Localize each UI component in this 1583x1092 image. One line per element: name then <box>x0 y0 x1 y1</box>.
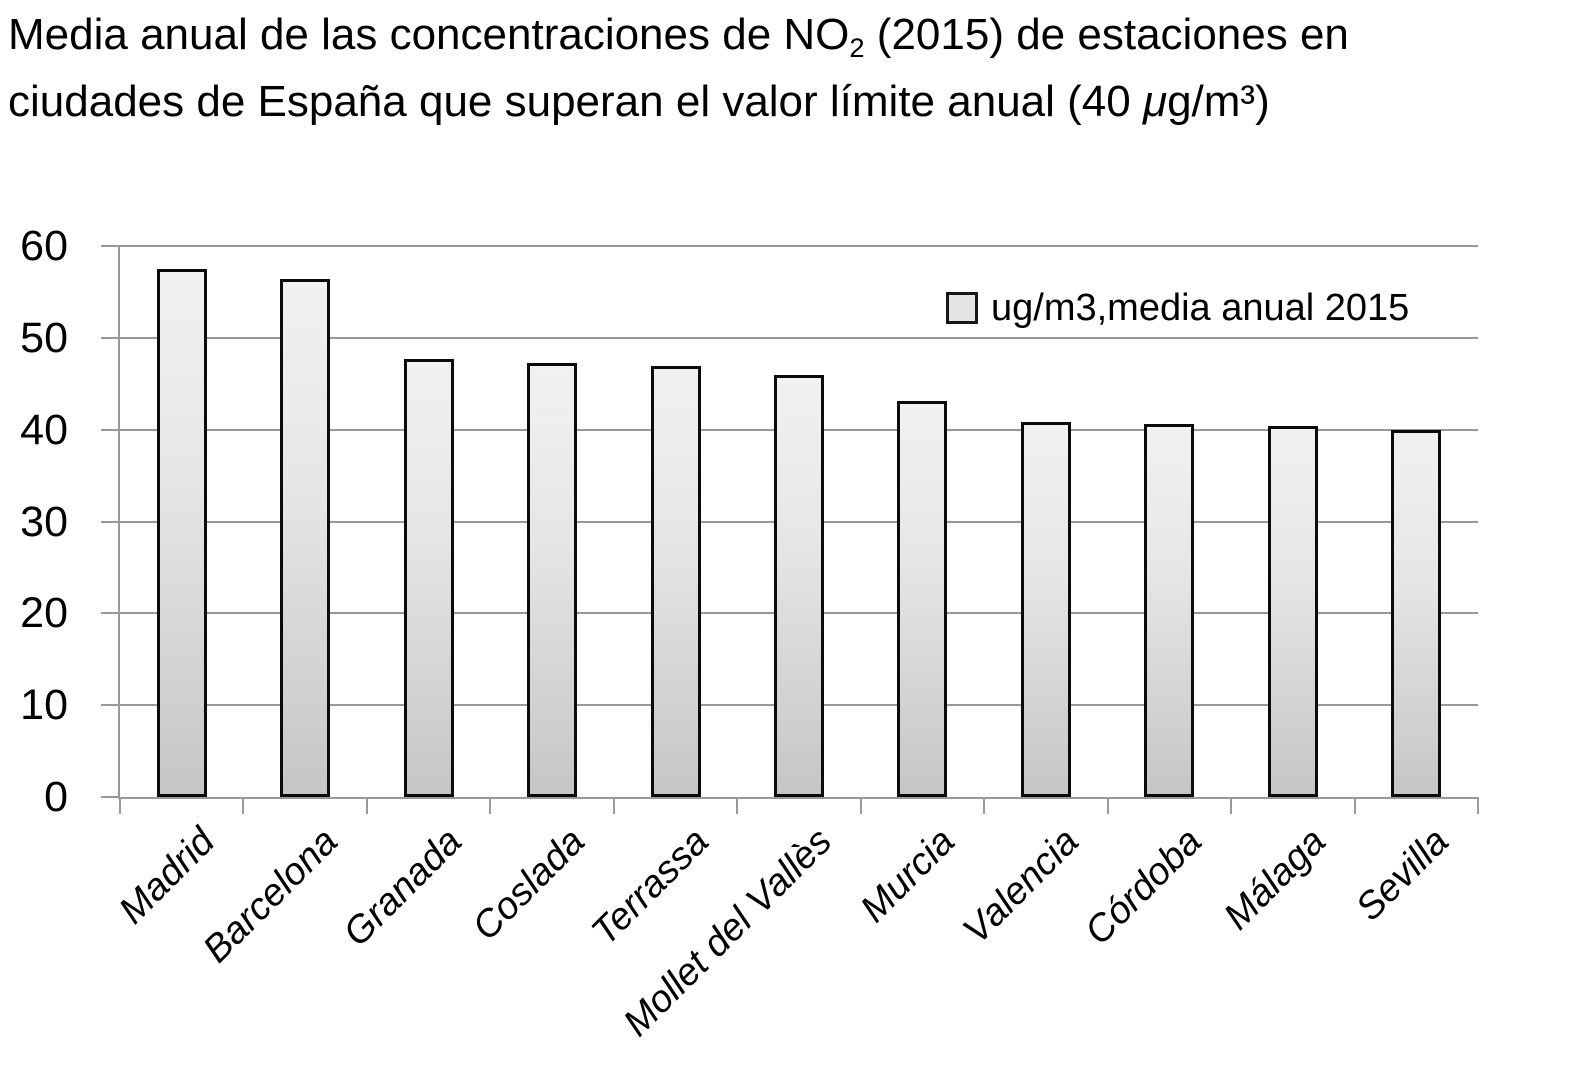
x-axis-tick-2 <box>365 797 368 814</box>
gridline-60 <box>120 245 1478 247</box>
y-axis-label-60: 60 <box>20 222 68 270</box>
y-axis-tick-60 <box>101 245 120 247</box>
x-axis-tick-6 <box>859 797 862 814</box>
y-axis-label-10: 10 <box>20 681 68 730</box>
y-axis-tick-50 <box>101 336 120 339</box>
x-axis-tick-5 <box>736 797 739 814</box>
title-text: (2015) de estaciones en <box>864 10 1349 59</box>
x-axis-tick-4 <box>612 797 615 814</box>
y-axis-tick-10 <box>101 704 120 707</box>
bar-barcelona <box>280 279 331 797</box>
y-axis-tick-0 <box>101 796 120 798</box>
title-text: ciudades de España que superan el valor … <box>8 77 1143 126</box>
legend-label: ug/m3,media anual 2015 <box>991 287 1410 329</box>
y-axis-label-50: 50 <box>20 313 68 362</box>
title-mu-symbol: μ <box>1142 77 1168 126</box>
x-axis-tick-10 <box>1353 797 1356 814</box>
bar-córdoba <box>1144 424 1195 797</box>
bar-mollet-del-vallès <box>774 374 824 797</box>
legend: ug/m3,media anual 2015 <box>946 288 1409 328</box>
bar-terrassa <box>650 366 701 797</box>
chart-title-line-1: Media anual de las concentraciones de NO… <box>8 4 1568 71</box>
bar-coslada <box>527 362 578 797</box>
y-axis-label-30: 30 <box>20 497 68 546</box>
bar-valencia <box>1020 422 1071 797</box>
x-axis-tick-9 <box>1230 797 1233 814</box>
plot-area: ug/m3,media anual 2015 0 10 20 30 40 50 60 Madr… <box>20 223 1479 1045</box>
y-axis-tick-20 <box>101 612 120 615</box>
y-axis-tick-40 <box>101 428 120 431</box>
y-axis-label-40: 40 <box>20 405 68 454</box>
title-text: Media anual de las concentraciones de NO <box>8 10 850 59</box>
chart-title: Media anual de las concentraciones de NO… <box>8 4 1568 133</box>
x-axis-tick-7 <box>983 797 986 814</box>
x-axis-tick-0 <box>119 797 121 814</box>
legend-swatch-icon <box>946 292 978 324</box>
x-axis-tick-1 <box>242 797 245 814</box>
title-text: g/m³) <box>1167 77 1270 126</box>
y-axis-label-20: 20 <box>20 589 68 638</box>
bar-málaga <box>1267 426 1318 797</box>
y-axis-label-0: 0 <box>44 773 68 821</box>
bar-murcia <box>897 401 948 797</box>
x-axis-tick-11 <box>1477 797 1479 814</box>
y-axis-tick-30 <box>101 520 120 523</box>
gridline-50 <box>120 336 1478 339</box>
bar-madrid <box>156 268 207 797</box>
x-axis-tick-8 <box>1106 797 1109 814</box>
chart-title-line-2: ciudades de España que superan el valor … <box>8 71 1568 133</box>
bar-granada <box>403 358 454 797</box>
x-axis-tick-3 <box>489 797 492 814</box>
title-subscript: 2 <box>849 31 865 63</box>
bar-sevilla <box>1391 429 1442 797</box>
